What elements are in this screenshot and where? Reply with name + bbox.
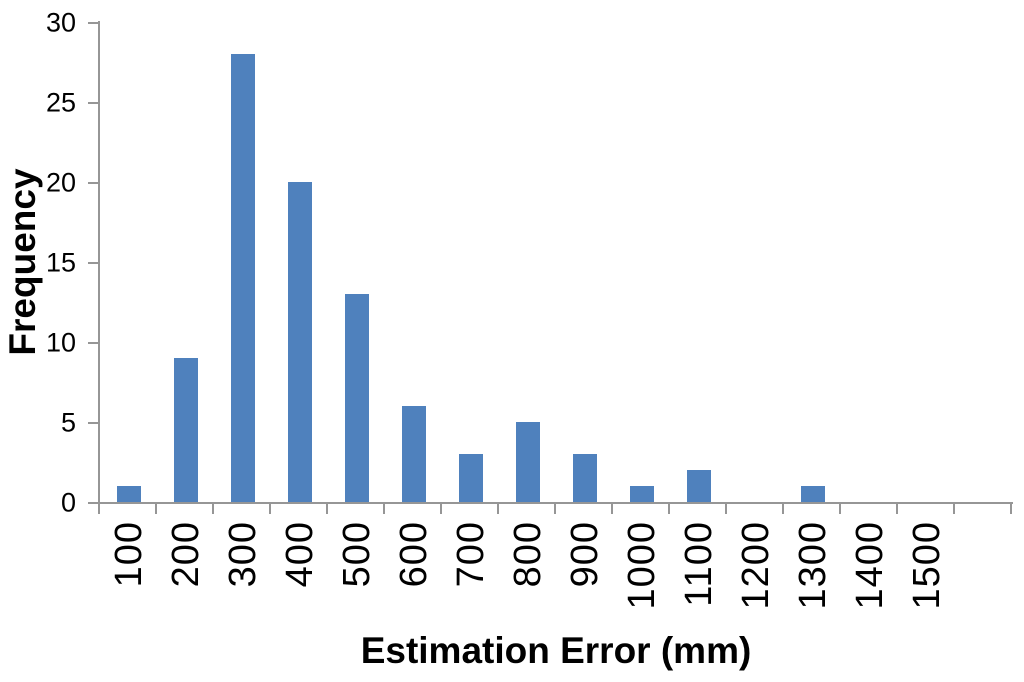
y-tick-label: 20 bbox=[45, 167, 76, 198]
x-tick-label: 500 bbox=[335, 521, 378, 588]
x-tick-label: 1400 bbox=[848, 521, 891, 610]
bar bbox=[686, 470, 711, 502]
y-axis-tick bbox=[88, 342, 98, 344]
y-axis-tick bbox=[88, 22, 98, 24]
bar bbox=[572, 454, 597, 502]
x-tick-label: 1300 bbox=[791, 521, 834, 610]
y-tick-label: 15 bbox=[45, 247, 76, 278]
y-tick-label: 30 bbox=[45, 7, 76, 38]
x-axis-tick bbox=[953, 504, 955, 514]
bar bbox=[344, 294, 369, 502]
x-axis-tick bbox=[155, 504, 157, 514]
x-axis-tick bbox=[326, 504, 328, 514]
x-axis-tick bbox=[611, 504, 613, 514]
x-tick-label: 700 bbox=[449, 521, 492, 588]
x-tick-label: 600 bbox=[392, 521, 435, 588]
y-tick-label: 0 bbox=[60, 487, 76, 518]
x-tick-label: 300 bbox=[221, 521, 264, 588]
x-axis-tick bbox=[839, 504, 841, 514]
y-axis-tick bbox=[88, 502, 98, 504]
x-axis-tick bbox=[212, 504, 214, 514]
x-axis-tick bbox=[440, 504, 442, 514]
y-axis-line bbox=[98, 21, 100, 502]
y-axis-tick bbox=[88, 262, 98, 264]
x-axis-tick bbox=[782, 504, 784, 514]
y-axis-tick bbox=[88, 102, 98, 104]
y-tick-label: 10 bbox=[45, 327, 76, 358]
y-tick-label: 25 bbox=[45, 87, 76, 118]
x-tick-label: 1100 bbox=[677, 521, 720, 607]
x-axis-tick bbox=[269, 504, 271, 514]
x-axis-line bbox=[98, 502, 1013, 504]
x-axis-tick bbox=[497, 504, 499, 514]
x-axis-tick bbox=[383, 504, 385, 514]
x-tick-label: 900 bbox=[563, 521, 606, 588]
x-axis-tick bbox=[896, 504, 898, 514]
x-tick-label: 400 bbox=[278, 521, 321, 588]
y-axis-tick bbox=[88, 182, 98, 184]
x-axis-tick bbox=[668, 504, 670, 514]
x-tick-label: 200 bbox=[164, 521, 207, 588]
x-axis-tick bbox=[554, 504, 556, 514]
x-tick-label: 1000 bbox=[620, 521, 663, 610]
bar bbox=[800, 486, 825, 502]
y-tick-label: 5 bbox=[60, 407, 76, 438]
y-axis-tick bbox=[88, 422, 98, 424]
x-axis-title: Estimation Error (mm) bbox=[360, 630, 752, 671]
x-tick-label: 100 bbox=[107, 521, 150, 588]
x-tick-label: 1200 bbox=[734, 521, 777, 610]
bar bbox=[401, 406, 426, 502]
x-tick-label: 800 bbox=[506, 521, 549, 588]
x-axis-tick bbox=[1010, 504, 1012, 514]
bar bbox=[287, 182, 312, 502]
bar bbox=[458, 454, 483, 502]
bar bbox=[230, 54, 255, 502]
x-axis-tick bbox=[725, 504, 727, 514]
bar bbox=[629, 486, 654, 502]
x-tick-label: 1500 bbox=[905, 521, 948, 610]
x-axis-tick bbox=[98, 504, 100, 514]
bar bbox=[116, 486, 141, 502]
bar bbox=[515, 422, 540, 502]
bar bbox=[173, 358, 198, 502]
